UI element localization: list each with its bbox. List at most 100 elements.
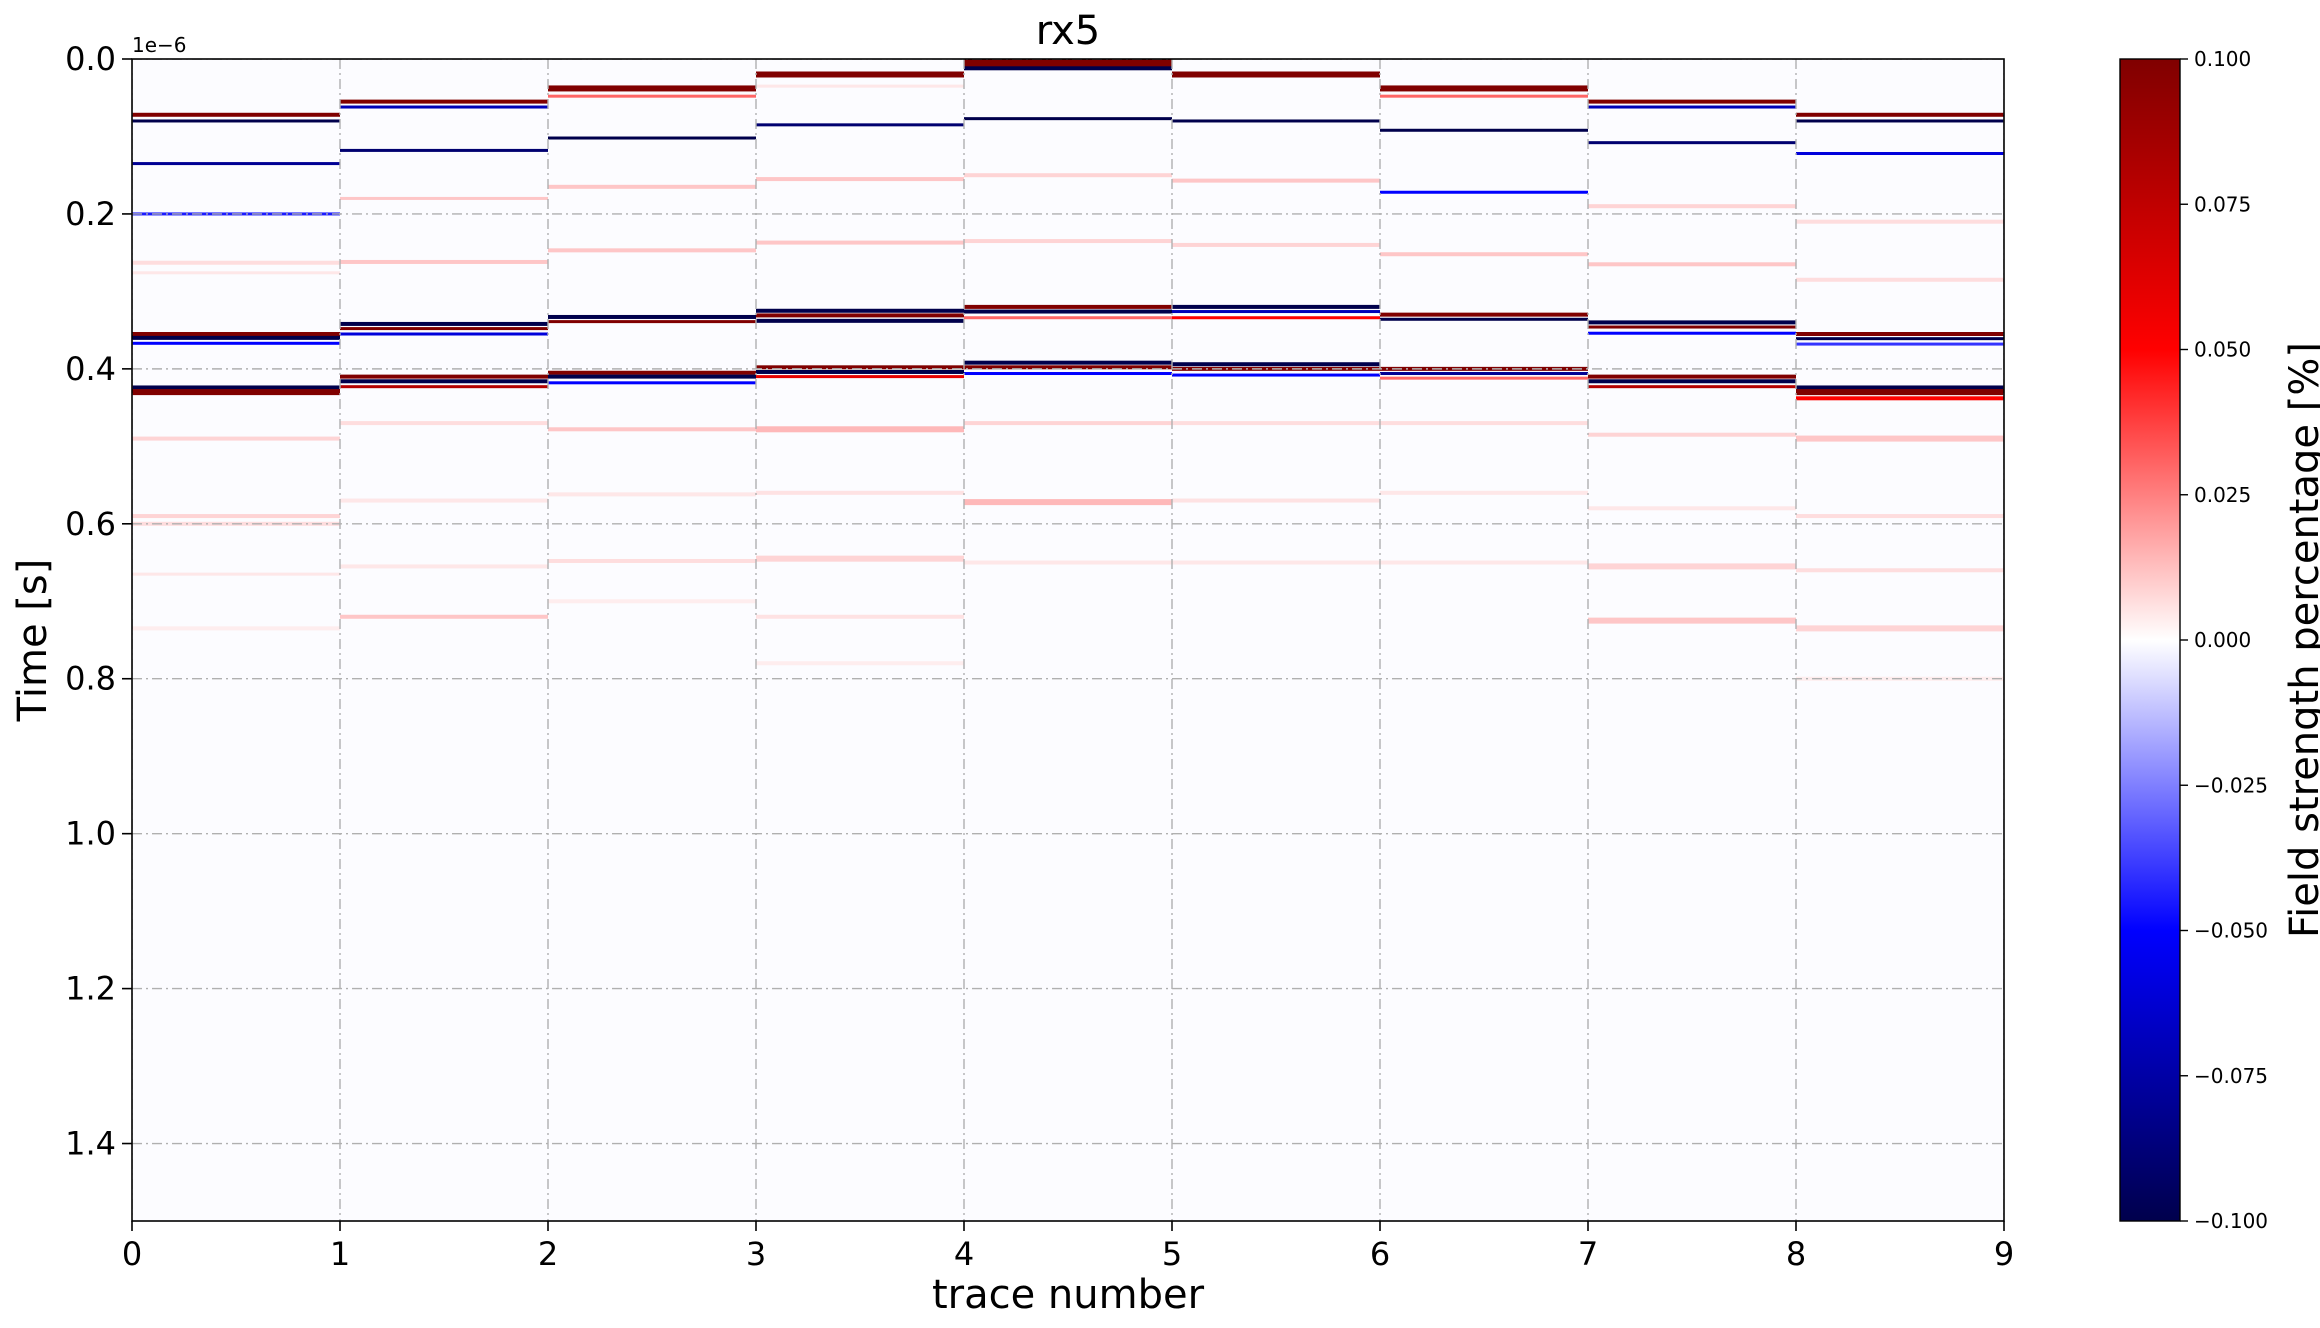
reflection-band-trace-1 (340, 321, 548, 326)
reflection-band-trace-8 (1796, 389, 2004, 396)
reflection-band-trace-7 (1588, 617, 1796, 624)
reflection-band-trace-1 (340, 148, 548, 152)
reflection-band-trace-3 (756, 313, 964, 318)
reflection-band-trace-4 (964, 304, 1172, 309)
reflection-band-trace-5 (1172, 119, 1380, 123)
reflection-band-trace-1 (340, 564, 548, 569)
reflection-band-trace-6 (1380, 376, 1588, 380)
colorbar-tick-label: 0.075 (2194, 192, 2251, 216)
reflection-band-trace-8 (1796, 385, 2004, 390)
reflection-band-trace-1 (340, 379, 548, 384)
colorbar-tick-label: −0.100 (2194, 1209, 2268, 1233)
reflection-band-trace-0 (132, 332, 340, 337)
reflection-band-trace-3 (756, 490, 964, 495)
reflection-band-trace-3 (756, 71, 964, 78)
reflection-band-trace-0 (132, 436, 340, 441)
reflection-band-trace-3 (756, 308, 964, 313)
y-tick-label: 1.4 (65, 1125, 116, 1163)
reflection-band-trace-5 (1172, 498, 1380, 503)
reflection-band-trace-0 (132, 335, 340, 340)
reflection-band-trace-6 (1380, 317, 1588, 321)
reflection-band-trace-4 (964, 365, 1172, 370)
reflection-band-trace-4 (964, 309, 1172, 314)
reflection-band-trace-5 (1172, 560, 1380, 565)
reflection-band-trace-4 (964, 59, 1172, 67)
reflection-band-trace-7 (1588, 204, 1796, 209)
reflection-band-trace-1 (340, 196, 548, 200)
x-tick-label: 9 (1994, 1235, 2014, 1273)
reflection-band-trace-5 (1172, 304, 1380, 309)
reflection-band-trace-2 (548, 599, 756, 604)
reflection-band-trace-2 (548, 370, 756, 375)
x-tick-label: 5 (1162, 1235, 1182, 1273)
reflection-band-trace-4 (964, 316, 1172, 320)
reflection-band-trace-1 (340, 374, 548, 379)
chart-title: rx5 (1036, 8, 1101, 54)
reflection-band-trace-4 (964, 560, 1172, 565)
reflection-band-trace-0 (132, 271, 340, 275)
reflection-band-trace-3 (756, 661, 964, 666)
x-tick-label: 4 (954, 1235, 974, 1273)
x-tick-label: 2 (538, 1235, 558, 1273)
reflection-band-trace-0 (132, 112, 340, 117)
x-tick-label: 3 (746, 1235, 766, 1273)
y-axis-label: Time [s] (10, 559, 56, 723)
reflection-band-trace-4 (964, 360, 1172, 365)
reflection-band-trace-7 (1588, 105, 1796, 109)
reflection-band-trace-0 (132, 389, 340, 396)
plot-area (132, 59, 2004, 1221)
reflection-band-trace-6 (1380, 128, 1588, 132)
reflection-band-trace-1 (340, 327, 548, 331)
reflection-band-trace-6 (1380, 85, 1588, 92)
colorbar-tick-label: −0.050 (2194, 919, 2268, 943)
reflection-band-trace-2 (548, 427, 756, 432)
reflection-band-trace-3 (756, 318, 964, 323)
reflection-band-trace-1 (340, 105, 548, 109)
reflection-band-trace-2 (548, 85, 756, 92)
plot-frame (131, 58, 2005, 1222)
reflection-band-trace-3 (756, 240, 964, 245)
reflection-band-trace-7 (1588, 320, 1796, 325)
reflection-band-trace-0 (132, 260, 340, 265)
x-tick-label: 1 (330, 1235, 350, 1273)
reflection-bands (132, 59, 2004, 681)
reflection-band-trace-7 (1588, 262, 1796, 267)
colorbar-tick-label: 0.100 (2194, 47, 2251, 71)
reflection-band-trace-6 (1380, 560, 1588, 565)
reflection-band-trace-5 (1172, 310, 1380, 314)
reflection-band-trace-0 (132, 572, 340, 576)
reflection-band-trace-4 (964, 173, 1172, 178)
reflection-band-trace-8 (1796, 568, 2004, 573)
reflection-band-trace-5 (1172, 316, 1380, 320)
reflection-band-trace-6 (1380, 252, 1588, 257)
reflection-band-trace-8 (1796, 514, 2004, 519)
reflection-band-trace-8 (1796, 219, 2004, 224)
reflection-band-trace-6 (1380, 421, 1588, 426)
reflection-band-trace-0 (132, 341, 340, 345)
reflection-band-trace-0 (132, 514, 340, 519)
reflection-band-trace-5 (1172, 71, 1380, 78)
colorbar-tick-label: 0.000 (2194, 628, 2251, 652)
reflection-band-trace-7 (1588, 99, 1796, 104)
reflection-band-trace-8 (1796, 337, 2004, 341)
reflection-band-trace-5 (1172, 362, 1380, 367)
reflection-band-trace-0 (132, 162, 340, 166)
reflection-band-trace-6 (1380, 372, 1588, 376)
reflection-band-trace-6 (1380, 490, 1588, 495)
reflection-band-trace-5 (1172, 421, 1380, 426)
reflection-band-trace-5 (1172, 242, 1380, 247)
reflection-band-trace-2 (548, 374, 756, 379)
x-axis-label: trace number (932, 1272, 1205, 1318)
reflection-band-trace-3 (756, 123, 964, 127)
reflection-band-trace-4 (964, 421, 1172, 426)
reflection-band-trace-6 (1380, 94, 1588, 98)
colorbar-tick-label: 0.025 (2194, 483, 2251, 507)
reflection-band-trace-0 (132, 385, 340, 390)
reflection-band-trace-3 (756, 426, 964, 433)
reflection-band-trace-4 (964, 239, 1172, 244)
reflection-band-trace-7 (1588, 385, 1796, 389)
grid-lines (132, 59, 2004, 1221)
x-tick-label: 0 (122, 1235, 142, 1273)
reflection-band-trace-3 (756, 555, 964, 562)
